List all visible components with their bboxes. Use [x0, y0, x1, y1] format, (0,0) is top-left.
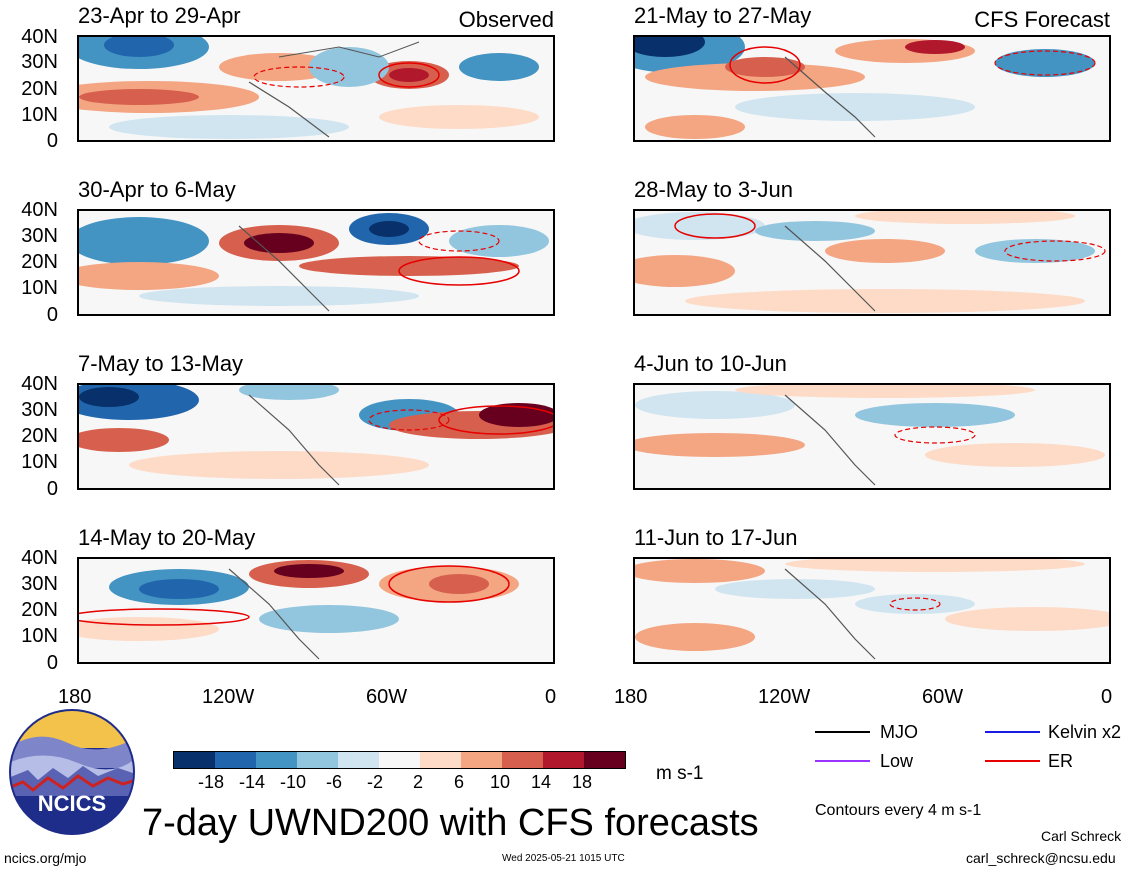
lat-label: 20N	[21, 251, 58, 273]
lat-label: 40N	[21, 26, 58, 48]
colorbar-tick: 6	[454, 772, 465, 792]
colorbar-swatch	[543, 752, 584, 768]
lat-label: 0	[46, 478, 58, 500]
lon-label-left: 0	[545, 686, 557, 708]
map-panel-forecast-3	[633, 383, 1111, 490]
map-panel-observed-3	[77, 383, 555, 490]
lon-label-right: 0	[1101, 686, 1113, 708]
map-field-8	[635, 559, 1109, 662]
lat-label: 10N	[21, 277, 58, 299]
colorbar-tick: -2	[367, 772, 384, 792]
lon-label-right: 120W	[758, 686, 811, 708]
panel-title-right-4: 11-Jun to 17-Jun	[634, 525, 798, 550]
colorbar-swatch	[297, 752, 338, 768]
lon-label-right: 180	[614, 686, 648, 708]
panel-title-left-4: 14-May to 20-May	[78, 525, 256, 550]
er-line-swatch	[985, 760, 1040, 762]
colorbar-swatch	[584, 752, 625, 768]
lat-label: 20N	[21, 599, 58, 621]
map-panel-observed-2	[77, 209, 555, 316]
panel-title-left-2: 30-Apr to 6-May	[78, 177, 236, 202]
lon-label-right: 60W	[922, 686, 964, 708]
map-panel-forecast-4	[633, 557, 1111, 664]
panel-title-left-1: 23-Apr to 29-Apr	[78, 3, 241, 28]
map-field-6	[635, 211, 1109, 314]
panel-title-right-3: 4-Jun to 10-Jun	[634, 351, 787, 376]
colorbar-tick: -14	[239, 772, 266, 792]
map-panel-forecast-2	[633, 209, 1111, 316]
map-panel-observed-1	[77, 35, 555, 142]
map-field-3	[79, 385, 553, 488]
panel-title-right-2: 28-May to 3-Jun	[634, 177, 793, 202]
colorbar-tick: 2	[413, 772, 424, 792]
colorbar-tick: -10	[280, 772, 307, 792]
colorbar-tick: 18	[572, 772, 593, 792]
colorbar-swatch	[256, 752, 297, 768]
footer-timestamp: Wed 2025-05-21 1015 UTC	[502, 853, 625, 864]
footer-author: Carl Schreck	[1041, 828, 1122, 844]
map-field-1	[79, 37, 553, 140]
panel-title-left-3: 7-May to 13-May	[78, 351, 244, 376]
colorbar-swatch	[502, 752, 543, 768]
ncics-logo-graphic	[9, 709, 135, 835]
contours-note: Contours every 4 m s-1	[815, 802, 982, 819]
mjo-line-swatch	[815, 731, 870, 733]
ncics-logo: NCICS	[8, 708, 136, 836]
lat-label: 10N	[21, 625, 58, 647]
map-field-7	[635, 385, 1109, 488]
legend-er-label: ER	[1048, 751, 1074, 771]
colorbar-swatch	[215, 752, 256, 768]
lon-label-left: 120W	[202, 686, 255, 708]
footer-email[interactable]: carl_schreck@ncsu.edu	[966, 850, 1116, 866]
lat-label: 40N	[21, 547, 58, 569]
map-field-2	[79, 211, 553, 314]
lat-label: 40N	[21, 373, 58, 395]
cfs-forecast-label: CFS Forecast	[974, 7, 1110, 32]
lat-label: 30N	[21, 51, 58, 73]
lat-label: 40N	[21, 199, 58, 221]
panel-title-right-1: 21-May to 27-May	[634, 3, 812, 28]
lat-label: 10N	[21, 104, 58, 126]
colorbar-swatch	[420, 752, 461, 768]
lon-label-left: 180	[58, 686, 92, 708]
low-line-swatch	[815, 760, 870, 762]
kelvin-line-swatch	[985, 731, 1040, 733]
colorbar-tick: -18	[198, 772, 225, 792]
lat-label: 30N	[21, 573, 58, 595]
lat-label: 10N	[21, 451, 58, 473]
legend-mjo-label: MJO	[880, 722, 918, 742]
main-title: 7-day UWND200 with CFS forecasts	[142, 802, 759, 844]
lat-label: 0	[46, 652, 58, 674]
map-panel-forecast-1	[633, 35, 1111, 142]
map-field-4	[79, 559, 553, 662]
colorbar-swatch	[174, 752, 215, 768]
colorbar	[173, 751, 626, 769]
footer-url[interactable]: ncics.org/mjo	[4, 850, 87, 866]
legend-kelvin-label: Kelvin x2	[1048, 722, 1122, 742]
lat-label: 0	[46, 304, 58, 326]
colorbar-tick: -6	[326, 772, 343, 792]
lat-label: 30N	[21, 225, 58, 247]
colorbar-units: m s-1	[656, 763, 704, 784]
colorbar-swatch	[338, 752, 379, 768]
colorbar-swatch	[379, 752, 420, 768]
map-panel-observed-4	[77, 557, 555, 664]
colorbar-tick: 10	[490, 772, 511, 792]
lon-label-left: 60W	[366, 686, 408, 708]
lat-label: 20N	[21, 78, 58, 100]
colorbar-tick: 14	[531, 772, 552, 792]
colorbar-swatch	[461, 752, 502, 768]
legend-low-label: Low	[880, 751, 914, 771]
lat-label: 20N	[21, 425, 58, 447]
lat-label: 30N	[21, 399, 58, 421]
map-field-5	[635, 37, 1109, 140]
observed-label: Observed	[458, 7, 554, 32]
lat-label: 0	[46, 130, 58, 152]
ncics-logo-text: NCICS	[37, 791, 107, 816]
